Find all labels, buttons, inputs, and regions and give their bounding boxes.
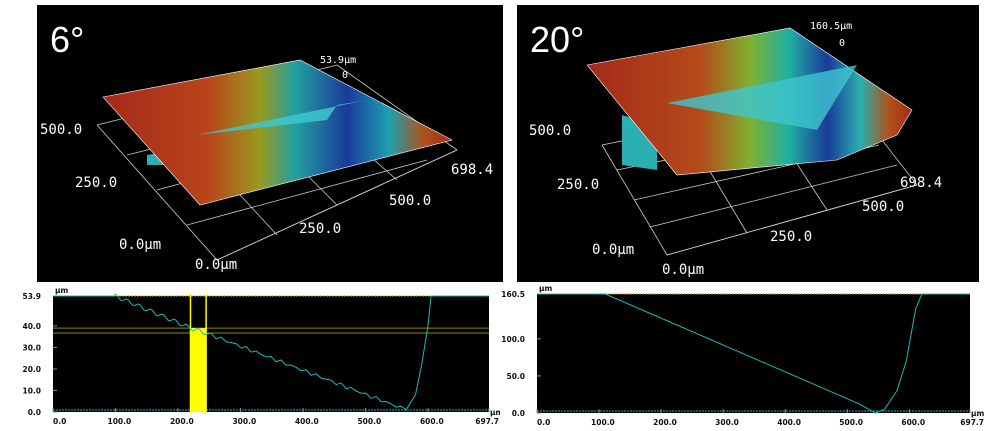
height-profile-chart-6deg: 0.0 10.0 20.0 30.0 40.0 53.9 0.0 100.0 200.0 300.… — [22, 286, 500, 426]
z-label-max: 160.5µm — [810, 21, 853, 32]
surface-3d-render — [586, 27, 918, 256]
x-label-max: 698.4 — [451, 162, 494, 178]
y-tick-label: 20.0 — [22, 365, 41, 374]
x-tick-label: 600.0 — [420, 417, 444, 426]
x-label-500: 500.0 — [389, 193, 432, 209]
x-label-250: 250.0 — [770, 229, 813, 245]
cursor-band — [190, 328, 207, 412]
z-label-0: 0 — [342, 70, 349, 81]
x-label-250: 250.0 — [299, 221, 342, 237]
x-label-0: 0.0µm — [662, 262, 705, 278]
y-label-250: 250.0 — [557, 177, 600, 193]
y-label-0: 0.0µm — [592, 242, 635, 258]
z-label-0: 0 — [839, 38, 846, 49]
y-label-500: 500.0 — [40, 122, 83, 138]
surface-3d-view-6deg: 6° 500.0 250.0 0.0µm 0.0µm 250.0 500.0 6… — [37, 5, 503, 282]
x-tick-label: 0.0 — [537, 418, 550, 427]
x-tick-label: 200.0 — [653, 418, 677, 427]
x-axis-unit: µm — [490, 408, 500, 417]
x-label-0: 0.0µm — [195, 257, 238, 273]
y-tick-label: 100.0 — [501, 335, 525, 344]
x-tick-label: 697.7 — [960, 418, 984, 427]
x-tick-label: 600.0 — [901, 418, 925, 427]
y-axis-unit: µm — [55, 286, 69, 295]
y-tick-label: 10.0 — [22, 386, 41, 395]
x-axis-unit: µm — [971, 409, 985, 418]
y-tick-label: 0.0 — [28, 408, 41, 417]
x-tick-label: 100.0 — [107, 417, 131, 426]
cut-plane — [197, 100, 367, 135]
x-tick-label: 500.0 — [357, 417, 381, 426]
x-tick-label: 400.0 — [295, 417, 319, 426]
plot-area — [537, 294, 970, 413]
y-label-250: 250.0 — [75, 175, 118, 191]
y-axis-unit: µm — [539, 285, 553, 293]
y-label-0: 0.0µm — [119, 237, 162, 253]
y-tick-label: 53.9 — [22, 292, 41, 301]
y-tick-label: 0.0 — [512, 409, 525, 418]
x-tick-label: 500.0 — [839, 418, 863, 427]
x-tick-label: 100.0 — [591, 418, 615, 427]
x-tick-label: 300.0 — [715, 418, 739, 427]
y-tick-label: 40.0 — [22, 322, 41, 331]
y-tick-label: 50.0 — [506, 372, 525, 381]
profile-line — [53, 293, 489, 411]
x-tick-label: 300.0 — [232, 417, 256, 426]
x-tick-label: 200.0 — [170, 417, 194, 426]
cut-plane — [667, 65, 857, 130]
z-label-max: 53.9µm — [320, 55, 357, 66]
x-tick-label: 697.7 — [475, 417, 499, 426]
profile-line — [537, 293, 970, 414]
y-label-500: 500.0 — [529, 123, 572, 139]
y-tick-label: 160.5 — [501, 290, 525, 299]
x-tick-label: 0.0 — [53, 417, 66, 426]
x-label-500: 500.0 — [862, 199, 905, 215]
surface-3d-render — [96, 59, 458, 261]
x-tick-label: 400.0 — [777, 418, 801, 427]
x-label-max: 698.4 — [900, 175, 943, 191]
y-tick-label: 30.0 — [22, 343, 41, 352]
surface-3d-view-20deg: 20° 500.0 250.0 0.0µm 0.0µm 250.0 500.0 … — [517, 5, 979, 282]
tilt-angle-title: 20° — [530, 19, 585, 60]
tilt-angle-title: 6° — [50, 19, 85, 60]
surface — [102, 59, 453, 206]
height-profile-chart-20deg: 0.0 50.0 100.0 160.5 0.0 100.0 200.0 300.0 400.0… — [501, 285, 985, 427]
